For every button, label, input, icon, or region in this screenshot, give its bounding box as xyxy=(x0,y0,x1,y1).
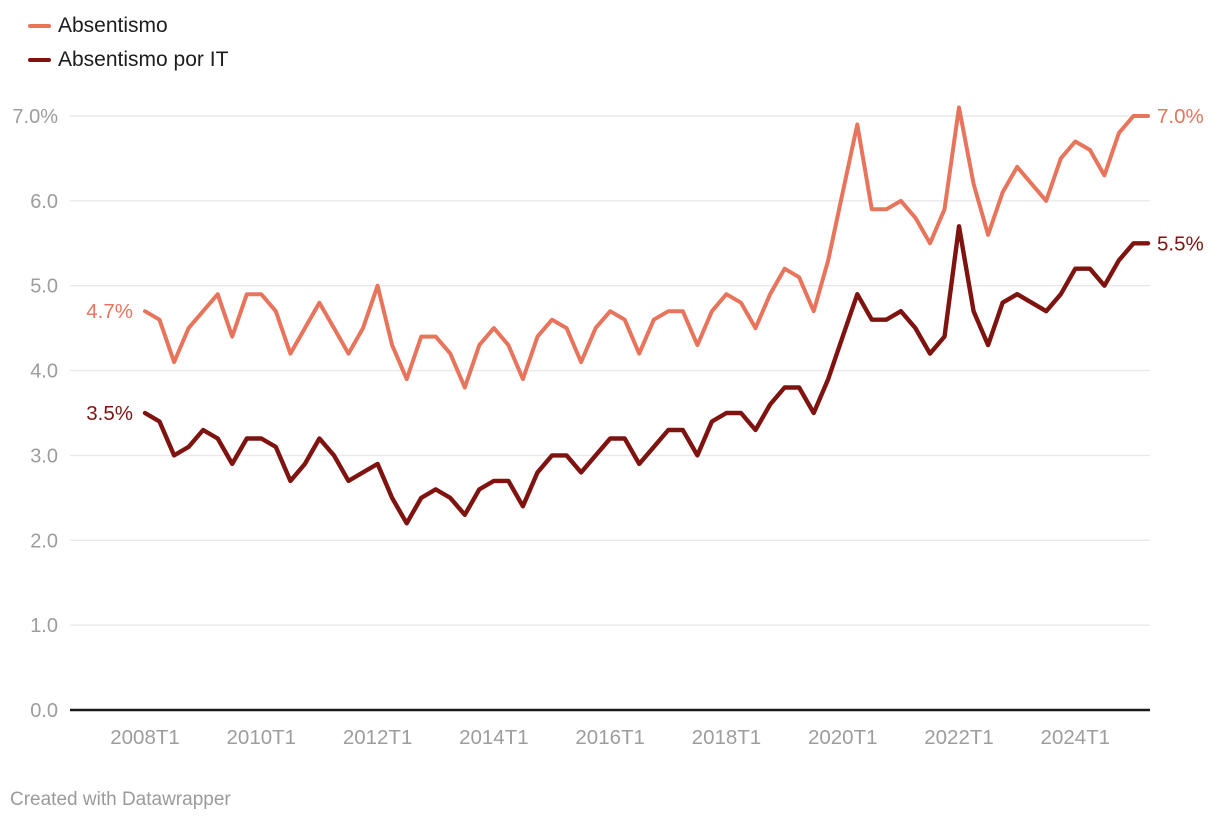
x-axis-tick-label: 2012T1 xyxy=(343,726,413,749)
legend-item-absentismo: Absentismo xyxy=(28,14,228,38)
x-axis-tick-label: 2018T1 xyxy=(692,726,762,749)
y-axis-tick-label: 3.0 xyxy=(30,445,58,467)
y-axis-tick-label: 5.0 xyxy=(30,276,58,298)
series-end-value-label: 5.5% xyxy=(1157,232,1204,255)
legend-swatch-absentismo-por-it-icon xyxy=(28,58,51,62)
y-axis-tick-label: 2.0 xyxy=(30,530,58,552)
x-axis-tick-label: 2024T1 xyxy=(1041,726,1111,749)
y-axis-tick-label: 4.0 xyxy=(30,361,58,383)
y-axis-tick-label: 6.0 xyxy=(30,191,58,213)
line-series-absentismo xyxy=(143,105,1150,390)
legend-swatch-absentismo-icon xyxy=(28,24,51,28)
y-axis-tick-label: 1.0 xyxy=(30,615,58,637)
series-end-value-label: 7.0% xyxy=(1157,105,1204,128)
legend-label-absentismo-por-it: Absentismo por IT xyxy=(58,48,229,71)
series-start-value-label: 4.7% xyxy=(86,300,133,323)
x-axis-tick-label: 2016T1 xyxy=(575,726,645,749)
legend-label-absentismo: Absentismo xyxy=(58,14,168,37)
x-axis-tick-label: 2020T1 xyxy=(808,726,878,749)
y-axis-tick-label: 7.0% xyxy=(12,106,58,128)
y-axis-tick-label: 0.0 xyxy=(30,700,58,722)
x-axis-tick-label: 2022T1 xyxy=(924,726,994,749)
x-axis-tick-label: 2010T1 xyxy=(227,726,297,749)
attribution-text: Created with Datawrapper xyxy=(10,789,231,810)
line-series-absentismo-por-it xyxy=(142,224,1151,526)
chart-legend: Absentismo Absentismo por IT xyxy=(28,14,228,72)
x-axis-tick-label: 2014T1 xyxy=(459,726,529,749)
legend-item-absentismo-por-it: Absentismo por IT xyxy=(28,48,228,72)
series-start-value-label: 3.5% xyxy=(86,402,133,425)
x-axis-tick-label: 2008T1 xyxy=(110,726,180,749)
